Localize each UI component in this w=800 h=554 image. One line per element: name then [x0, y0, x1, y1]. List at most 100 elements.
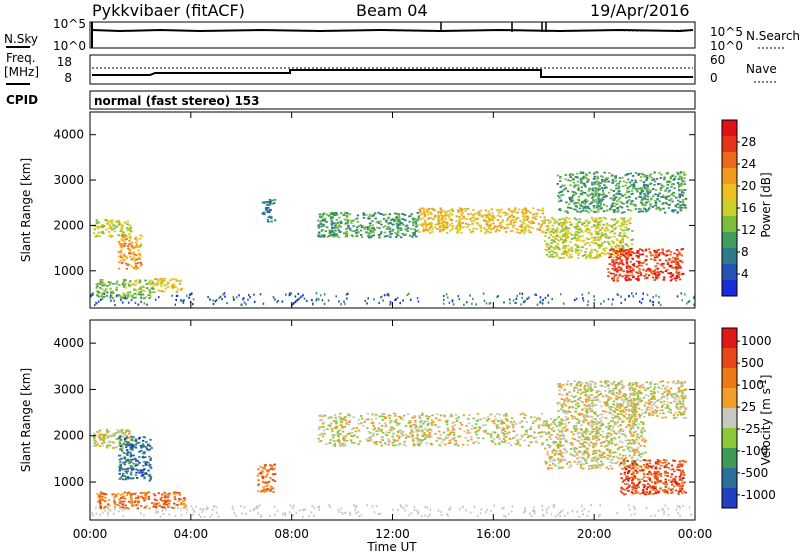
power-cell [561, 247, 565, 250]
power-cell [624, 174, 627, 177]
velocity-cell [118, 468, 122, 470]
power-cell [526, 224, 529, 227]
power-cell [117, 234, 120, 237]
velocity-cell [167, 499, 170, 502]
velocity-cell [326, 428, 329, 431]
velocity-cell [642, 423, 645, 426]
power-ground-cell [642, 292, 644, 295]
power-cell [268, 211, 271, 214]
velocity-cell [96, 443, 99, 446]
power-cell [581, 231, 584, 233]
power-cell [96, 227, 99, 230]
velocity-cell [582, 421, 585, 424]
velocity-cell [99, 491, 103, 494]
power-cell [443, 220, 446, 223]
power-cell [570, 250, 574, 252]
power-cell [568, 227, 571, 229]
power-cell [654, 254, 658, 256]
power-cell [633, 185, 636, 188]
velocity-cell [559, 435, 562, 437]
velocity-cell [594, 455, 597, 458]
power-cell [379, 213, 382, 215]
velocity-cell [598, 438, 601, 441]
power-cell [101, 230, 104, 233]
velocity-cell [343, 443, 346, 445]
velocity-cell [381, 419, 384, 421]
power-cell [669, 177, 673, 180]
velocity-cell [426, 416, 429, 419]
colorbar-tick-label: 24 [741, 157, 756, 171]
velocity-cell [630, 426, 633, 429]
velocity-cell [606, 426, 609, 429]
velocity-cell [345, 421, 348, 424]
velocity-cell [618, 446, 621, 449]
velocity-cell [393, 420, 397, 423]
power-cell [420, 212, 424, 215]
power-cell [488, 226, 491, 229]
power-cell [175, 279, 178, 282]
power-cell [350, 222, 353, 224]
power-cell [660, 173, 663, 176]
power-cell [108, 234, 111, 237]
power-cell [149, 291, 152, 294]
power-cell [618, 234, 621, 236]
velocity-cell [537, 432, 540, 434]
power-cell [600, 207, 603, 209]
velocity-cell [259, 471, 262, 474]
power-cell [458, 216, 461, 218]
velocity-cell [130, 435, 133, 438]
velocity-cell [136, 442, 139, 444]
power-cell [267, 216, 270, 219]
velocity-cell [357, 429, 361, 432]
power-cell [646, 276, 649, 279]
power-cell [680, 184, 683, 187]
power-cell [578, 231, 581, 234]
power-cell [581, 209, 585, 212]
power-cell [557, 200, 561, 203]
power-cell [117, 241, 121, 244]
velocity-cell [553, 440, 556, 443]
velocity-cell [584, 433, 588, 436]
power-cell [541, 209, 545, 212]
velocity-cell [118, 500, 121, 503]
power-ground-cell [658, 295, 660, 298]
power-cell [631, 258, 634, 260]
velocity-cell [321, 433, 325, 435]
power-cell [564, 241, 567, 243]
velocity-cell [607, 443, 611, 446]
power-cell [548, 219, 551, 222]
velocity-cell [260, 472, 263, 475]
power-cell [645, 259, 648, 261]
velocity-cell [93, 444, 96, 447]
power-cell [125, 297, 128, 300]
power-cell [422, 207, 426, 210]
velocity-cell [504, 418, 508, 420]
power-cell [440, 217, 444, 220]
power-cell [593, 195, 596, 198]
power-cell [529, 211, 532, 214]
power-cell [473, 219, 476, 222]
velocity-cell [545, 432, 548, 434]
power-cell [605, 205, 609, 208]
power-cell [397, 234, 400, 237]
power-cell [638, 274, 641, 277]
power-cell [675, 196, 678, 199]
velocity-cell [118, 440, 121, 443]
power-cell [337, 224, 341, 227]
power-cell [596, 223, 600, 226]
velocity-cell [115, 446, 118, 449]
power-cell [506, 213, 510, 216]
power-cell [165, 283, 168, 286]
velocity-cell [451, 422, 454, 424]
power-cell [584, 229, 588, 231]
power-cell [545, 225, 548, 228]
power-cell [651, 254, 655, 257]
power-cell [439, 208, 442, 211]
power-ground-cell [600, 302, 602, 305]
power-cell [469, 212, 473, 215]
power-cell [600, 252, 603, 255]
power-cell [599, 217, 602, 219]
power-ground-cell [180, 298, 182, 302]
velocity-cell [553, 459, 556, 462]
velocity-cell [261, 467, 265, 469]
